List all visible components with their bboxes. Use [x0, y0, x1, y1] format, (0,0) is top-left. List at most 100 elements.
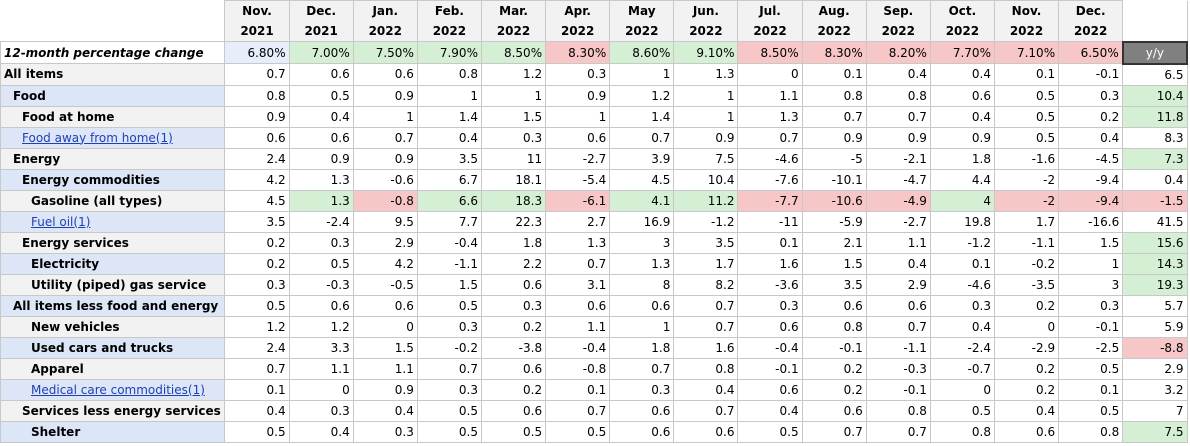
yy-cell: 7 [1122, 399, 1188, 422]
value-cell: -5.4 [545, 168, 611, 191]
value-cell: 3 [1058, 273, 1124, 296]
value-cell: 0.7 [865, 105, 931, 128]
value-cell: 0.2 [801, 357, 867, 380]
value-cell: 1.2 [224, 315, 290, 338]
value-cell: 0.7 [865, 315, 931, 338]
value-cell: 0.9 [352, 378, 418, 401]
value-cell: 1.3 [288, 168, 354, 191]
value-cell: 0.3 [609, 378, 675, 401]
value-cell: 0.2 [801, 378, 867, 401]
value-cell: -2 [993, 189, 1060, 212]
value-cell: 0.3 [288, 231, 354, 254]
value-cell: -0.3 [288, 273, 354, 296]
row-label: Used cars and trucks [0, 336, 226, 359]
rate-cell: 7.50% [352, 41, 418, 64]
column-year: 2022 [625, 24, 659, 38]
value-cell: -0.3 [865, 357, 931, 380]
rate-cell: 8.30% [545, 41, 611, 64]
column-month: Oct. [948, 4, 977, 18]
value-cell: 0.3 [352, 420, 418, 443]
value-cell: 0.3 [480, 126, 547, 149]
value-cell: 4.1 [609, 189, 675, 212]
yy-cell: -1.5 [1122, 189, 1188, 212]
value-cell: 0.8 [929, 420, 995, 443]
value-cell: 11 [480, 147, 547, 170]
value-cell: 0.6 [737, 315, 803, 338]
value-cell: -2.7 [545, 147, 611, 170]
row-label-link[interactable]: Food away from home(1) [22, 130, 173, 145]
yy-cell: 10.4 [1122, 84, 1188, 107]
value-cell: 0.2 [480, 378, 547, 401]
value-cell: 4.4 [929, 168, 995, 191]
value-cell: -10.1 [801, 168, 867, 191]
value-cell: 0.9 [352, 84, 418, 107]
value-cell: 0.3 [1058, 84, 1124, 107]
value-cell: 0.6 [480, 273, 547, 296]
value-cell: 2.9 [865, 273, 931, 296]
header-row: Nov. 2021 Dec. 2021 Jan. 2022 Feb. 2022 Mar. 2022… [0, 0, 1188, 42]
table-row: Energy services 0.2 0.3 2.9 -0.4 1.8 1.3 3 3.5 0.… [0, 231, 1188, 254]
value-cell: 0.6 [993, 420, 1060, 443]
rate-cell: 7.90% [416, 41, 482, 64]
value-cell: -2 [993, 168, 1060, 191]
value-cell: 3.3 [288, 336, 354, 359]
row-label-link[interactable]: Fuel oil(1) [31, 214, 91, 229]
value-cell: -4.7 [865, 168, 931, 191]
value-cell: 0.3 [929, 294, 995, 317]
value-cell: 0.6 [609, 420, 675, 443]
column-month: Aug. [818, 4, 850, 18]
column-header: Nov. 2021 [224, 0, 290, 42]
value-cell: 0.4 [737, 399, 803, 422]
value-cell: 1.4 [416, 105, 482, 128]
value-cell: 0.6 [865, 294, 931, 317]
value-cell: 2.2 [480, 252, 547, 275]
value-cell: 0.4 [929, 63, 995, 86]
value-cell: 0.6 [288, 63, 354, 86]
column-month: Feb. [434, 4, 464, 18]
value-cell: 0.5 [929, 399, 995, 422]
value-cell: -7.7 [737, 189, 803, 212]
value-cell: 0.4 [865, 252, 931, 275]
rate-cell: 6.50% [1058, 41, 1124, 64]
value-cell: 1.5 [352, 336, 418, 359]
value-cell: 0.6 [352, 63, 418, 86]
table-row: Electricity 0.2 0.5 4.2 -1.1 2.2 0.7 1.3 1.7 1.6 1… [0, 252, 1188, 275]
value-cell: 0.8 [801, 84, 867, 107]
column-year: 2022 [1073, 24, 1108, 38]
value-cell: 0.7 [673, 315, 739, 338]
value-cell: -0.4 [416, 231, 482, 254]
table-row: Used cars and trucks 2.4 3.3 1.5 -0.2 -3.8 -0.… [0, 336, 1188, 359]
value-cell: 3.5 [224, 210, 290, 233]
value-cell: 0.4 [288, 105, 354, 128]
value-cell: 2.1 [801, 231, 867, 254]
column-month: Jul. [759, 4, 781, 18]
value-cell: 3.5 [801, 273, 867, 296]
value-cell: 0.5 [737, 420, 803, 443]
value-cell: 0.7 [545, 399, 611, 422]
value-cell: 0.7 [609, 126, 675, 149]
value-cell: 0.7 [352, 126, 418, 149]
value-cell: -6.1 [545, 189, 611, 212]
row-label: Energy [0, 147, 226, 170]
value-cell: 0.7 [224, 357, 290, 380]
rate-cell: 8.20% [865, 41, 931, 64]
value-cell: 1.3 [737, 105, 803, 128]
column-year: 2022 [496, 24, 531, 38]
value-cell: 0.6 [801, 294, 867, 317]
value-cell: 0.9 [545, 84, 611, 107]
table-row: Food 0.8 0.5 0.9 1 1 0.9 1.2 1 1.1 0.8 0.8 0.6 0.5 0.3… [0, 84, 1188, 107]
value-cell: 3.9 [609, 147, 675, 170]
column-year: 2022 [945, 24, 980, 38]
value-cell: 1 [609, 315, 675, 338]
row-label: Fuel oil(1) [0, 210, 226, 233]
value-cell: -1.2 [929, 231, 995, 254]
value-cell: 0.8 [416, 63, 482, 86]
value-cell: 16.9 [609, 210, 675, 233]
value-cell: 0.5 [224, 420, 290, 443]
row-label-link[interactable]: Medical care commodities(1) [31, 382, 205, 397]
value-cell: -1.2 [673, 210, 739, 233]
value-cell: 0.1 [737, 231, 803, 254]
rate-row: 12-month percentage change 6.80% 7.00% 7.50… [0, 40, 1189, 65]
column-header: Jul. 2022 [737, 0, 803, 42]
table-row: Apparel 0.7 1.1 1.1 0.7 0.6 -0.8 0.7 0.8 -0.1 0.2-… [0, 357, 1188, 380]
